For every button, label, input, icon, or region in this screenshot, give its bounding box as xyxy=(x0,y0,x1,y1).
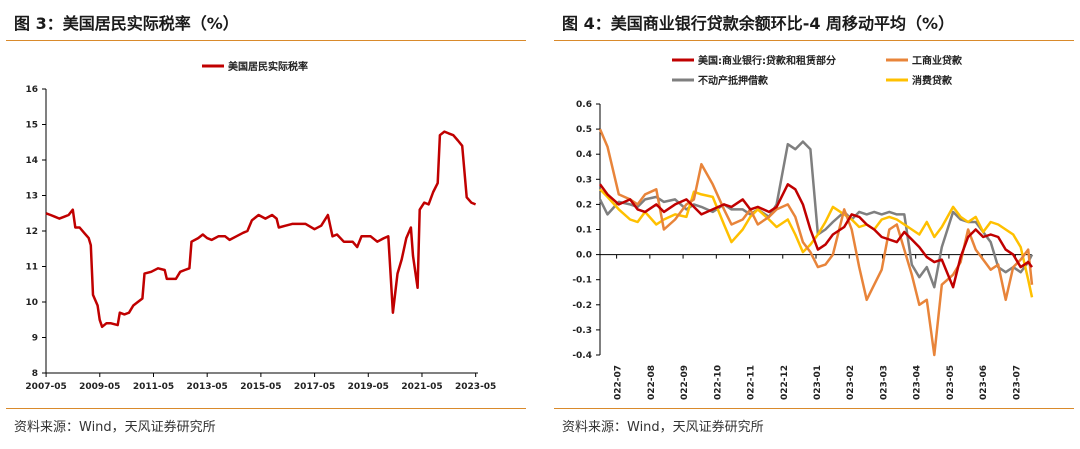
x-tick-label: 2011-05 xyxy=(133,382,174,392)
y-tick-label: 12 xyxy=(25,227,38,237)
chart-source: 资料来源：Wind，天风证券研究所 xyxy=(14,420,216,435)
y-tick-label: 0.5 xyxy=(576,125,592,135)
y-tick-label: 11 xyxy=(25,263,38,273)
title-divider xyxy=(6,40,526,41)
x-tick-label: 2015-05 xyxy=(240,382,281,392)
x-tick-label: 2022-08 xyxy=(647,365,657,400)
x-tick-label: 2019-05 xyxy=(348,382,389,392)
x-tick-label: 2023-07 xyxy=(1012,365,1022,400)
y-tick-label: 0.2 xyxy=(576,200,592,210)
x-tick-label: 2023-05 xyxy=(946,365,956,400)
x-tick-label: 2023-01 xyxy=(813,365,823,400)
x-tick-label: 2022-09 xyxy=(680,365,690,400)
x-tick-label: 2023-05 xyxy=(455,382,496,392)
x-tick-label: 2023-04 xyxy=(913,365,923,400)
chart-title: 图 3：美国居民实际税率（%） xyxy=(14,14,239,33)
x-tick-label: 2023-06 xyxy=(979,365,989,400)
title-divider xyxy=(554,40,1074,41)
chart-tax-rate: 16 15 14 13 12 11 10 9 8 2007-05 2009-05 2011-05 201… xyxy=(25,60,496,392)
y-tick-label: 15 xyxy=(25,121,38,131)
y-tick-label: -0.1 xyxy=(572,276,592,286)
chart-panel-left: 图 3：美国居民实际税率（%） 16 15 14 13 12 11 10 9 8 2007-05 2… xyxy=(0,0,532,449)
chart-title: 图 4：美国商业银行贷款余额环比-4 周移动平均（%） xyxy=(562,14,955,33)
x-tick-label: 2013-05 xyxy=(187,382,228,392)
source-divider xyxy=(554,408,1074,409)
y-tick-label: 13 xyxy=(25,192,38,202)
y-tick-label: 0.0 xyxy=(576,251,592,261)
x-tick-label: 2022-11 xyxy=(747,365,757,400)
x-tick-label: 2022-12 xyxy=(780,365,790,400)
y-tick-label: 0.3 xyxy=(576,175,592,185)
chart-source: 资料来源：Wind，天风证券研究所 xyxy=(562,420,764,435)
series-line-2 xyxy=(598,140,1034,289)
source-divider xyxy=(6,408,526,409)
y-tick-label: 14 xyxy=(25,156,38,166)
x-tick-label: 2017-05 xyxy=(294,382,335,392)
series-line-tax-rate xyxy=(45,130,477,329)
legend-label: 工商业贷款 xyxy=(912,54,963,67)
y-tick-label: 8 xyxy=(32,369,38,379)
y-tick-label: 0.4 xyxy=(576,150,592,160)
legend-label: 美国居民实际税率 xyxy=(228,60,308,73)
y-tick-label: 9 xyxy=(32,334,38,344)
x-tick-label: 2022-07 xyxy=(614,365,624,400)
y-tick-label: 16 xyxy=(25,85,38,95)
chart-panel-right: 图 4：美国商业银行贷款余额环比-4 周移动平均（%） 0.6 0.5 0.4 0.3… xyxy=(548,0,1080,449)
series-line-3 xyxy=(599,188,1034,298)
y-tick-label: -0.2 xyxy=(572,301,592,311)
legend-label: 消费贷款 xyxy=(912,74,953,87)
x-tick-label: 2023-03 xyxy=(879,365,889,400)
legend: 美国居民实际税率 xyxy=(202,60,308,73)
y-tick-label: -0.4 xyxy=(572,351,592,361)
legend-label: 不动产抵押借款 xyxy=(698,74,769,87)
chart-bank-loans: 0.6 0.5 0.4 0.3 0.2 0.1 0.0 -0.1 -0.2 -0.3 -0.4 202… xyxy=(572,54,1034,400)
x-tick-label: 2021-05 xyxy=(401,382,442,392)
x-tick-label: 2023-02 xyxy=(846,365,856,400)
legend-label: 美国:商业银行:贷款和租赁部分 xyxy=(698,54,836,67)
y-tick-label: -0.3 xyxy=(572,326,592,336)
y-tick-label: 10 xyxy=(25,298,38,308)
x-tick-label: 2022-10 xyxy=(713,365,723,400)
x-tick-label: 2009-05 xyxy=(79,382,120,392)
x-tick-label: 2007-05 xyxy=(25,382,66,392)
y-tick-label: 0.1 xyxy=(576,226,592,236)
series-line-0 xyxy=(598,183,1033,289)
y-tick-label: 0.6 xyxy=(576,100,592,110)
